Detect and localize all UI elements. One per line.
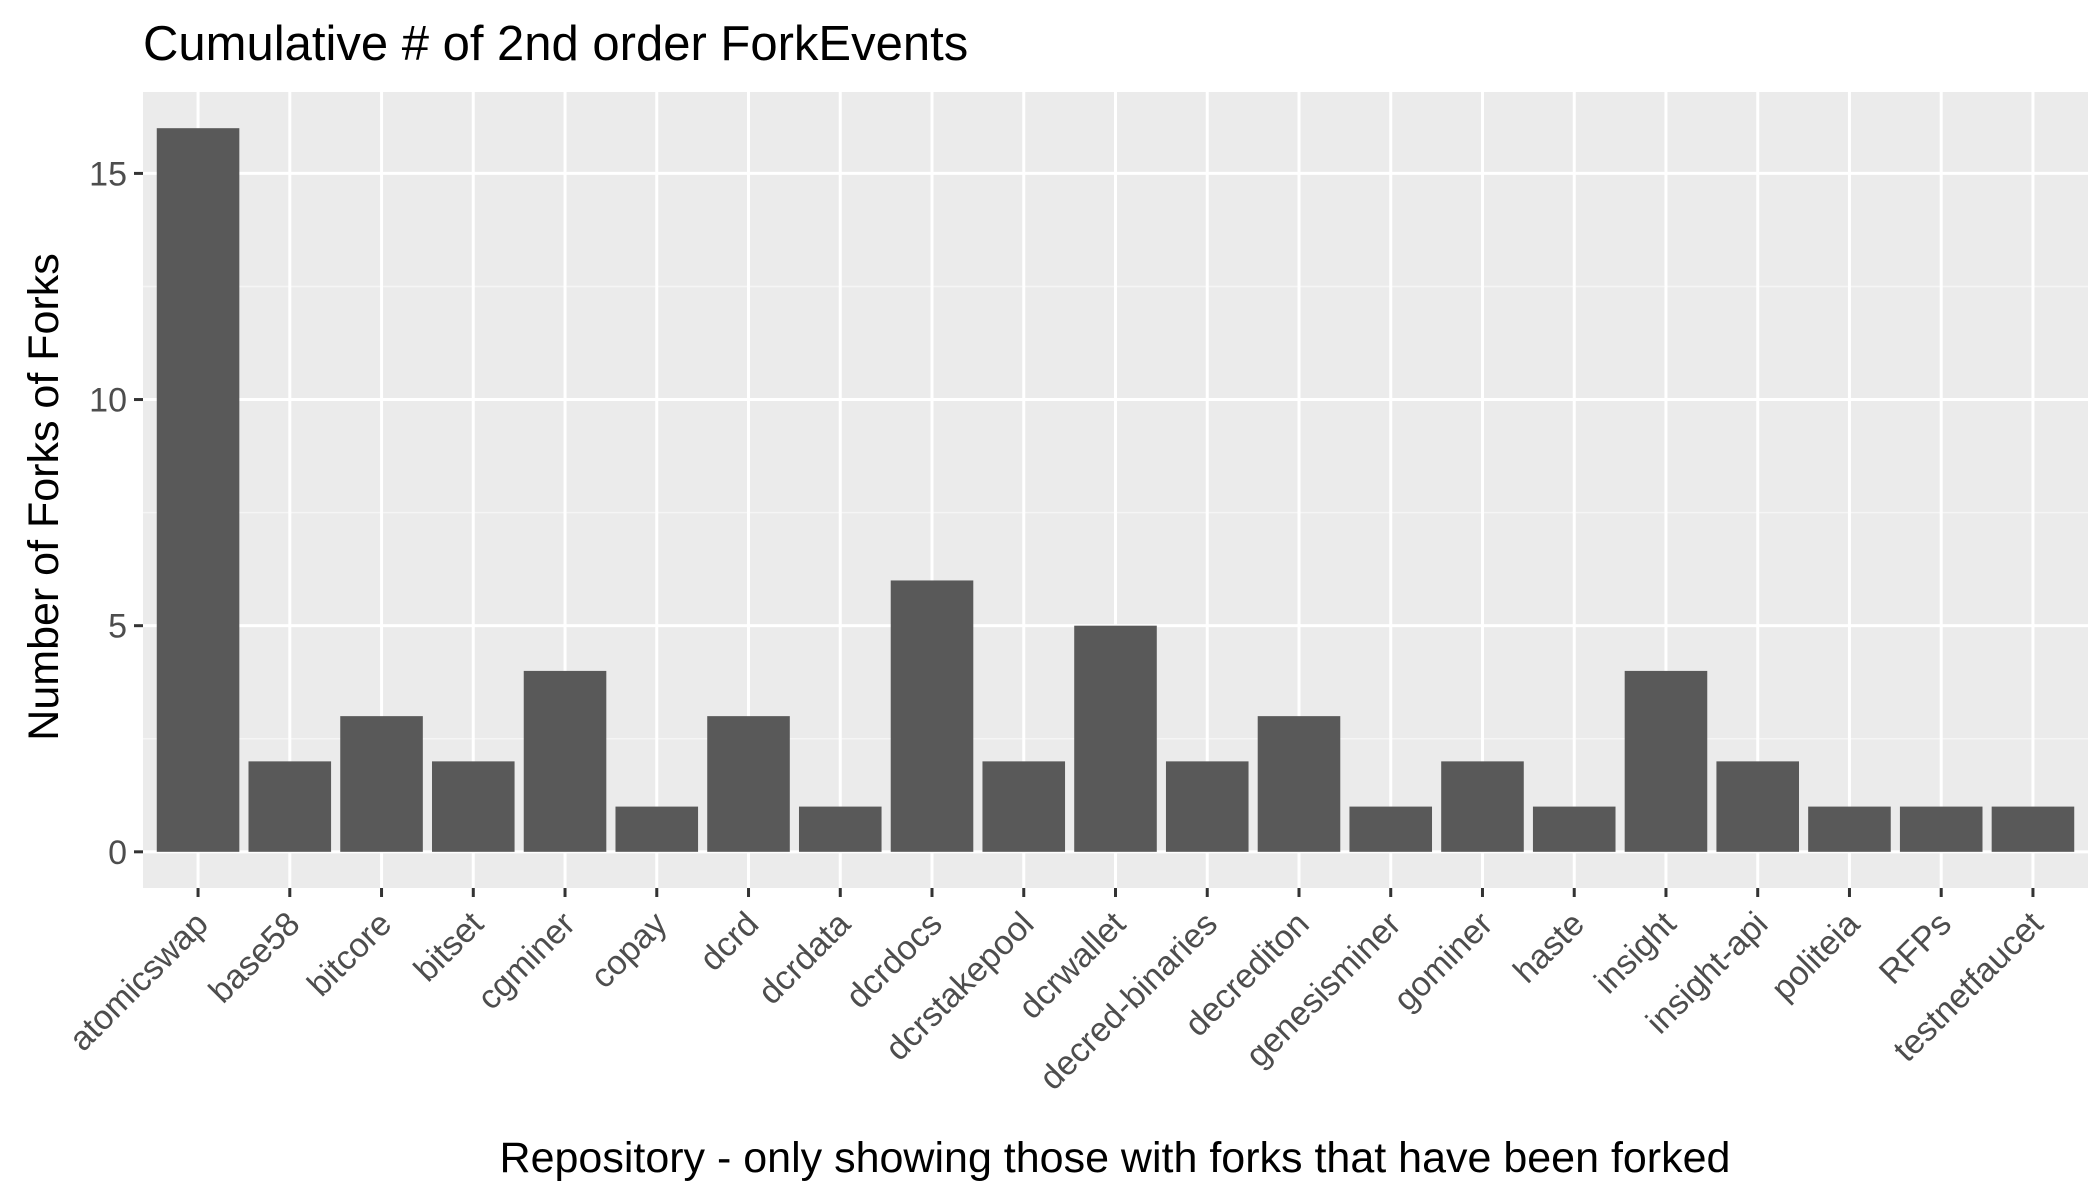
y-axis-title: Number of Forks of Forks: [20, 253, 68, 740]
bar-dcrwallet: [1074, 625, 1157, 852]
bar-genesisminer: [1349, 806, 1433, 852]
y-tick-label: 10: [89, 382, 127, 420]
bar-atomicswap: [156, 128, 240, 852]
bar-decrediton: [1257, 716, 1341, 852]
bar-testnetfaucet: [1991, 806, 2075, 852]
bar-gominer: [1441, 761, 1524, 852]
bar-dcrstakepool: [982, 761, 1066, 852]
bar-politeia: [1808, 806, 1891, 852]
bar-haste: [1532, 806, 1616, 852]
x-axis-title: Repository - only showing those with for…: [500, 1134, 1731, 1182]
bar-dcrdata: [798, 806, 882, 852]
bar-cgminer: [523, 670, 607, 852]
bar-insight: [1624, 670, 1708, 852]
bar-dcrdocs: [890, 580, 974, 852]
bar-base58: [248, 761, 332, 852]
bar-RFPs: [1899, 806, 1983, 852]
y-tick-label: 5: [108, 608, 127, 646]
bars: [156, 128, 2075, 852]
y-tick-label: 15: [89, 155, 127, 193]
y-axis: 0 5 10 15: [89, 155, 143, 872]
bar-bitset: [431, 761, 515, 852]
bar-copay: [615, 806, 699, 852]
chart-title: Cumulative # of 2nd order ForkEvents: [143, 17, 968, 71]
y-tick-label: 0: [108, 834, 127, 872]
bar-decred-binaries: [1165, 761, 1249, 852]
bar-dcrd: [707, 716, 790, 852]
bar-bitcore: [340, 716, 423, 852]
bar-insight-api: [1716, 761, 1800, 852]
